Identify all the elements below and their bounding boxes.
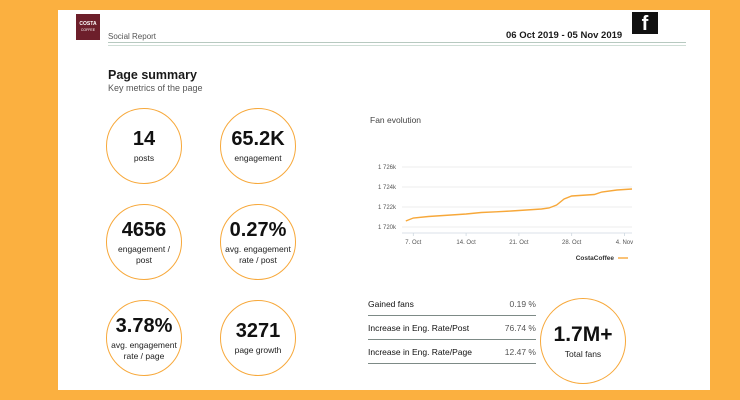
x-tick-label: 7. Oct (405, 240, 421, 246)
stat-name: Gained fans (368, 298, 414, 309)
series-line-costacoffee (405, 188, 633, 222)
total-fans-value: 1.7M+ (553, 323, 613, 346)
metric-value: 65.2K (231, 128, 285, 150)
metric-value: 0.27% (229, 218, 287, 241)
metric-label: avg. engagement rate / post (225, 243, 291, 265)
stat-row-eng-rate-post: Increase in Eng. Rate/Post 76.74 % (368, 316, 536, 340)
y-tick-label: 1 722k (378, 205, 397, 211)
x-tick-label: 21. Oct (509, 240, 529, 246)
total-fans-label: Total fans (564, 349, 602, 359)
frame-bottom-bar (58, 390, 710, 400)
metric-label: engagement (234, 153, 282, 163)
y-tick-label: 1 724k (378, 185, 397, 191)
legend-label: CostaCoffee (576, 255, 615, 262)
report-page: COSTA COFFEE Social Report 06 Oct 2019 -… (70, 10, 698, 390)
stat-row-gained-fans: Gained fans 0.19 % (368, 292, 536, 316)
metric-page-growth: 3271 page growth (220, 300, 296, 376)
metric-engagement: 65.2K engagement (220, 108, 296, 184)
metric-value: 3271 (235, 320, 281, 342)
brand-logo-text: COSTA (79, 21, 97, 27)
header-divider (108, 42, 686, 43)
section-subtitle: Key metrics of the page (108, 83, 203, 93)
metric-label: page growth (234, 345, 282, 355)
stat-value: 76.74 % (504, 322, 536, 333)
stat-value: 0.19 % (509, 298, 536, 309)
total-fans-metric: 1.7M+ Total fans (540, 298, 626, 384)
metric-value: 14 (132, 128, 156, 150)
date-range: 06 Oct 2019 - 05 Nov 2019 (506, 30, 623, 41)
brand-logo-subtext: COFFEE (80, 28, 96, 32)
metric-label: engagement / post (118, 243, 170, 265)
y-tick-label: 1 720k (378, 225, 397, 231)
stats-table: Gained fans 0.19 % Increase in Eng. Rate… (368, 292, 536, 364)
x-tick-label: 14. Oct (456, 240, 476, 246)
metric-value: 3.78% (115, 314, 173, 337)
facebook-icon: f (632, 12, 658, 35)
stat-row-eng-rate-page: Increase in Eng. Rate/Page 12.47 % (368, 340, 536, 364)
stat-value: 12.47 % (504, 346, 536, 357)
frame-left-bar (0, 0, 58, 400)
y-tick-label: 1 726k (378, 165, 397, 171)
brand-logo: COSTA COFFEE (76, 14, 100, 40)
metric-engagement-per-post: 4656 engagement / post (106, 204, 182, 280)
stat-name: Increase in Eng. Rate/Page (368, 346, 472, 357)
section-title: Page summary (108, 68, 197, 82)
metric-value: 4656 (121, 218, 167, 241)
metric-label: posts (133, 153, 155, 163)
x-tick-label: 28. Oct (562, 240, 582, 246)
report-label: Social Report (108, 32, 157, 41)
metric-avg-engagement-rate-post: 0.27% avg. engagement rate / post (220, 204, 296, 280)
frame-top-bar (58, 0, 710, 10)
metric-avg-engagement-rate-page: 3.78% avg. engagement rate / page (106, 300, 182, 376)
frame-right-bar (710, 0, 740, 400)
fan-evolution-chart: 1 720k 1 722k 1 724k 1 726k 7. Oct 14. Oct 21.… (378, 165, 633, 262)
chart-title: Fan evolution (370, 115, 422, 125)
x-tick-label: 4. Nov (616, 240, 633, 246)
metric-posts: 14 posts (106, 108, 182, 184)
stat-name: Increase in Eng. Rate/Post (368, 322, 470, 333)
metric-label: avg. engagement rate / page (111, 339, 177, 361)
header-divider-secondary (108, 45, 686, 46)
